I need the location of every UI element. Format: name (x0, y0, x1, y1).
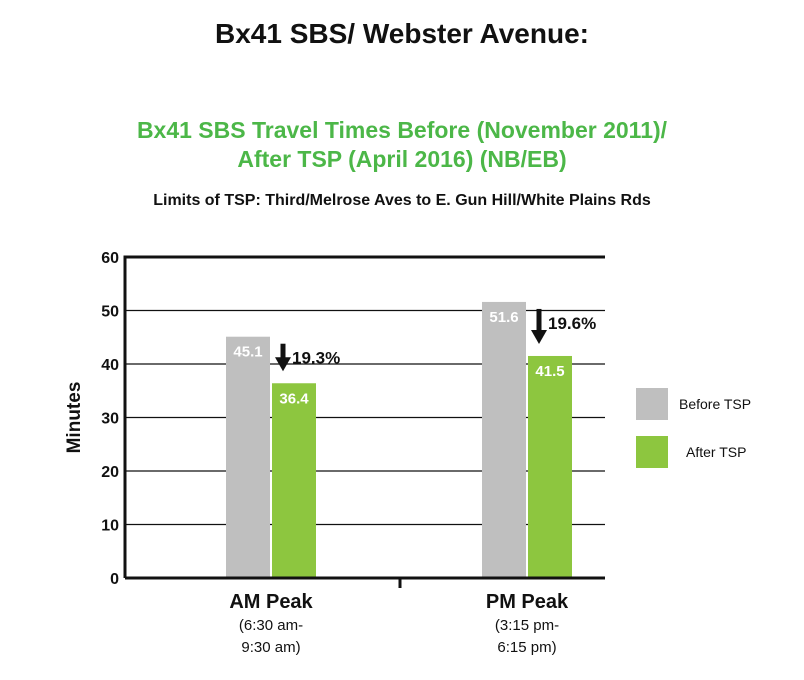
x-category-sublabel: 6:15 pm) (497, 639, 556, 656)
legend-swatch-before (636, 388, 668, 420)
data-label: 51.6 (489, 309, 518, 326)
reduction-label: 19.6% (548, 314, 596, 333)
legend-label: After TSP (686, 444, 746, 460)
y-tick-label: 50 (101, 304, 119, 321)
data-label: 45.1 (233, 344, 262, 361)
data-label: 36.4 (279, 390, 309, 407)
reduction-label: 19.3% (292, 349, 340, 368)
data-label: 41.5 (535, 363, 564, 380)
subtitle-line-1: Bx41 SBS Travel Times Before (November 2… (136, 117, 668, 143)
y-tick-label: 20 (101, 464, 119, 481)
y-tick-label: 30 (101, 411, 119, 428)
page-title: Bx41 SBS/ Webster Avenue: (215, 18, 589, 49)
x-category-label: AM Peak (229, 591, 313, 613)
bar-before-pm (482, 301, 526, 578)
legend-swatch-after (636, 436, 668, 468)
reduction-arrow-head (275, 357, 291, 372)
x-category-sublabel: (6:30 am- (239, 617, 303, 634)
tsp-limits-note: Limits of TSP: Third/Melrose Aves to E. … (153, 192, 651, 209)
x-category-sublabel: (3:15 pm- (495, 617, 559, 634)
subtitle-line-2: After TSP (April 2016) (NB/EB) (237, 146, 567, 172)
y-tick-label: 0 (110, 571, 119, 588)
reduction-arrow-head (531, 329, 547, 344)
x-category-label: PM Peak (486, 591, 569, 613)
y-tick-label: 40 (101, 357, 119, 374)
chart-subtitle: Bx41 SBS Travel Times Before (November 2… (0, 116, 804, 174)
y-axis-label: Minutes (64, 382, 85, 454)
y-tick-label: 60 (101, 250, 119, 267)
x-category-sublabel: 9:30 am) (241, 639, 300, 656)
bar-after-pm (528, 355, 572, 578)
legend-label: Before TSP (679, 396, 751, 412)
y-tick-label: 10 (101, 518, 119, 535)
bar-after-am (272, 383, 316, 578)
bar-before-am (226, 336, 270, 578)
